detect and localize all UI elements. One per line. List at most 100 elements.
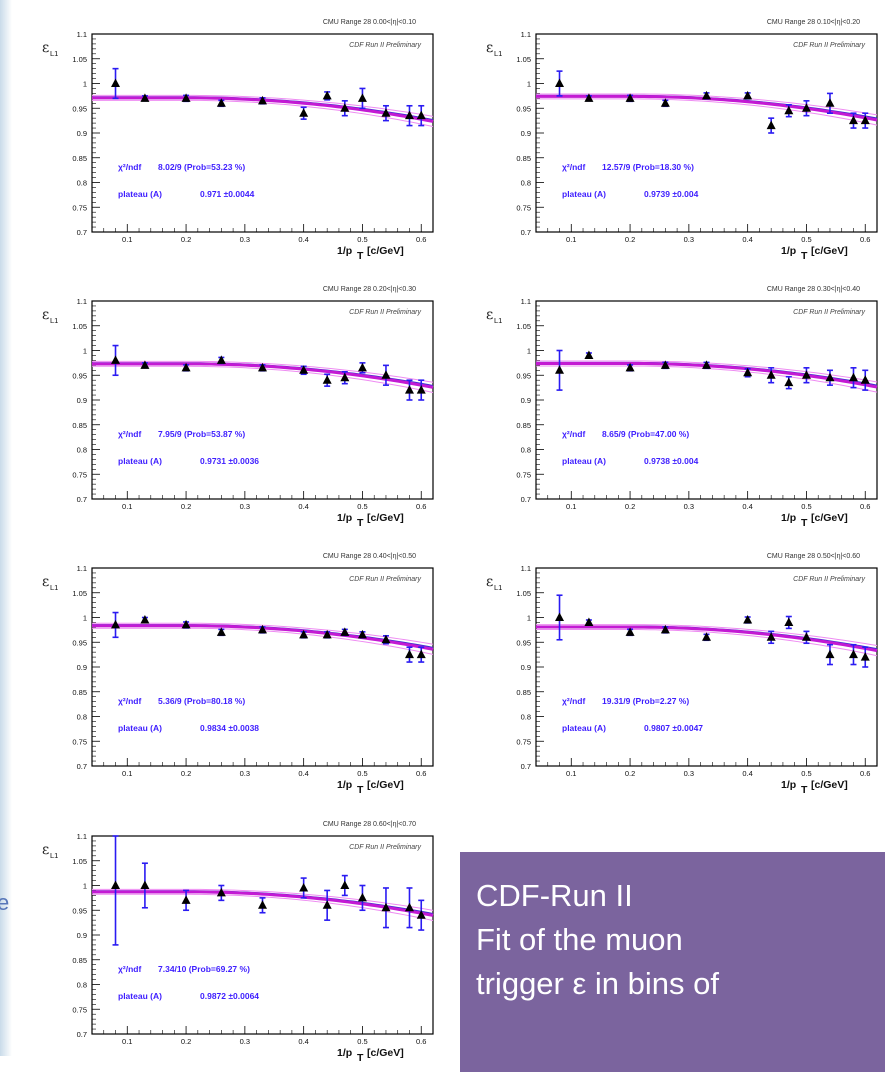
y-tick-label: 1.1: [521, 30, 531, 39]
x-tick-label: 0.4: [298, 502, 308, 511]
data-point: [660, 624, 670, 634]
data-point: [702, 632, 711, 641]
data-point: [181, 362, 191, 372]
plateau-label: plateau (A): [118, 189, 162, 199]
x-axis-label-subscript: T: [357, 250, 364, 262]
x-tick-label: 0.4: [298, 235, 308, 244]
data-point: [322, 629, 332, 639]
y-axis-label-subscript: L1: [50, 583, 58, 592]
data-point: [825, 649, 835, 659]
y-tick-label: 0.7: [77, 495, 87, 504]
x-tick-label: 0.6: [416, 502, 426, 511]
plateau-value: 0.9834 ±0.0038: [200, 723, 259, 733]
data-point: [216, 887, 226, 897]
data-point: [860, 115, 870, 125]
data-point: [381, 902, 391, 912]
x-tick-label: 0.1: [566, 502, 576, 511]
plot-title: CMU Range 28 0.00<|η|<0.10: [323, 19, 416, 26]
y-tick-label: 1: [527, 614, 531, 623]
data-point: [743, 90, 753, 100]
data-point: [181, 619, 191, 629]
data-point: [416, 385, 426, 394]
data-point: [140, 360, 150, 369]
plateau-value: 0.9807 ±0.0047: [644, 723, 703, 733]
y-tick-label: 0.9: [521, 129, 531, 138]
x-tick-label: 0.5: [801, 769, 811, 778]
plot-svg: CMU Range 28 0.50<|η|<0.60 CDF Run II Pre…: [486, 553, 878, 796]
data-point: [340, 372, 350, 382]
y-axis-label: ε: [486, 40, 493, 56]
x-axis-label: 1/p: [337, 1047, 352, 1059]
y-tick-label: 0.8: [521, 446, 531, 455]
plot-title: CMU Range 28 0.30<|η|<0.40: [767, 286, 860, 293]
x-tick-label: 0.6: [860, 502, 870, 511]
y-tick-label: 0.7: [77, 762, 87, 771]
plot-svg: CMU Range 28 0.30<|η|<0.40 CDF Run II Pre…: [486, 286, 878, 529]
y-tick-label: 0.8: [77, 446, 87, 455]
data-point: [555, 365, 565, 374]
data-point: [848, 115, 858, 125]
data-point: [299, 629, 309, 639]
data-point: [381, 108, 391, 117]
data-point: [766, 370, 776, 379]
x-tick-label: 0.5: [801, 502, 811, 511]
data-point: [404, 110, 414, 120]
caption-line-1: CDF-Run II: [476, 878, 633, 913]
data-point: [860, 375, 870, 384]
data-point: [625, 627, 635, 636]
x-axis-label: 1/p: [337, 512, 352, 524]
data-point: [625, 362, 635, 372]
data-point: [625, 93, 635, 102]
plot-title: CMU Range 28 0.50<|η|<0.60: [767, 553, 860, 560]
x-tick-label: 0.4: [298, 769, 308, 778]
y-tick-label: 1.1: [77, 297, 87, 306]
plot-frame: [91, 300, 434, 500]
plot-panel-6: CMU Range 28 0.50<|η|<0.60 CDF Run II Pre…: [472, 544, 885, 804]
preliminary-label: CDF Run II Preliminary: [793, 42, 865, 49]
x-tick-label: 0.6: [860, 235, 870, 244]
y-tick-label: 0.95: [516, 104, 531, 113]
x-tick-label: 0.1: [122, 769, 132, 778]
x-axis-label: 1/p: [781, 779, 796, 791]
data-point: [404, 902, 414, 912]
data-point: [322, 900, 332, 909]
y-tick-label: 0.95: [72, 906, 87, 915]
data-point: [404, 649, 414, 659]
x-axis-unit: [c/GeV]: [811, 779, 848, 791]
data-point: [357, 892, 367, 902]
y-tick-label: 0.75: [516, 737, 531, 746]
data-point: [258, 95, 267, 105]
x-tick-label: 0.5: [357, 502, 367, 511]
x-tick-label: 0.3: [240, 769, 250, 778]
x-tick-label: 0.5: [801, 235, 811, 244]
y-tick-label: 0.75: [516, 203, 531, 212]
chi2-label: χ²/ndf: [118, 429, 141, 439]
data-point: [584, 617, 594, 626]
data-point: [111, 355, 121, 364]
preliminary-label: CDF Run II Preliminary: [793, 309, 865, 316]
y-axis-label: ε: [42, 40, 49, 56]
plateau-value: 0.9731 ±0.0036: [200, 456, 259, 466]
plot-panel-5: CMU Range 28 0.40<|η|<0.50 CDF Run II Pre…: [28, 544, 448, 804]
plot-frame: [535, 567, 878, 767]
x-tick-label: 0.1: [122, 1037, 132, 1046]
y-tick-label: 0.8: [521, 713, 531, 722]
x-axis-unit: [c/GeV]: [367, 512, 404, 524]
y-tick-label: 1.1: [77, 832, 87, 841]
x-tick-label: 0.2: [181, 1037, 191, 1046]
plateau-value: 0.9739 ±0.004: [644, 189, 699, 199]
y-tick-label: 0.7: [77, 1030, 87, 1039]
plot-panel-2: CMU Range 28 0.10<|η|<0.20 CDF Run II Pre…: [472, 10, 885, 270]
y-tick-label: 0.9: [77, 931, 87, 940]
plot-svg: CMU Range 28 0.20<|η|<0.30 CDF Run II Pre…: [42, 286, 434, 529]
y-tick-label: 0.75: [72, 470, 87, 479]
plot-title: CMU Range 28 0.40<|η|<0.50: [323, 553, 416, 560]
x-axis-unit: [c/GeV]: [811, 245, 848, 257]
plot-panel-7: CMU Range 28 0.60<|η|<0.70 CDF Run II Pre…: [28, 812, 448, 1072]
y-tick-label: 0.9: [521, 396, 531, 405]
x-tick-label: 0.6: [416, 769, 426, 778]
data-point: [381, 634, 391, 644]
data-point: [340, 103, 350, 112]
chi2-label: χ²/ndf: [118, 696, 141, 706]
x-axis-label-subscript: T: [801, 784, 808, 796]
